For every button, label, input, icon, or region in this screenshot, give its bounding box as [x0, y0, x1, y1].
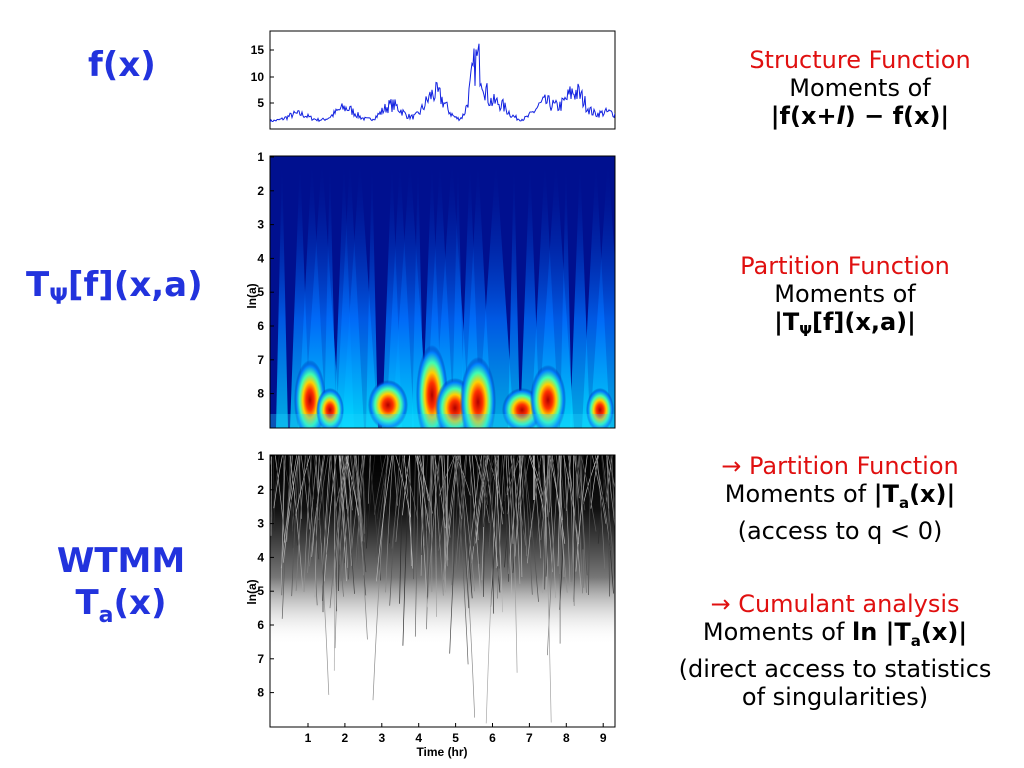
wtmm-ytick-2: 2 — [257, 483, 264, 497]
wtmm-skeleton — [270, 455, 615, 727]
wtmm-xtick-4: 4 — [415, 731, 422, 745]
cwt-ytick-7: 7 — [257, 353, 264, 367]
wtmm-xtick-7: 7 — [526, 731, 533, 745]
label-transform: TΨ[f](x,a) — [26, 268, 203, 309]
label-transform-T: T — [26, 265, 50, 305]
cumulant-line4: of singularities) — [741, 682, 929, 711]
wtmm-ytick-1: 1 — [257, 449, 264, 463]
arrow-icon: → — [721, 452, 742, 480]
cumulant-line2: Moments of ln |Ta(x)| — [702, 618, 968, 650]
signal-yticks: 15 10 5 — [251, 43, 274, 110]
structure-function-line2: Moments of — [789, 74, 931, 102]
partition-function-line2: Moments of — [774, 280, 916, 308]
cwt-ytick-6: 6 — [257, 319, 264, 333]
label-wtmm: WTMM Ta(x) — [56, 540, 186, 637]
label-transform-rest: [f](x,a) — [67, 265, 203, 305]
signal-plot-frame — [269, 30, 616, 130]
label-fx-text: f(x) — [88, 45, 156, 85]
wtmm-ytick-8: 8 — [257, 686, 264, 700]
wtmm-ytick-4: 4 — [257, 550, 264, 564]
label-fx: f(x) — [88, 48, 156, 82]
cwt-ytick-8: 8 — [257, 387, 264, 401]
partition-wtmm-block: → Partition Function Moments of |Ta(x)| … — [670, 452, 1010, 545]
partition-wtmm-line2: Moments of |Ta(x)| — [724, 480, 956, 512]
wtmm-xtick-3: 3 — [378, 731, 385, 745]
partition-function-block: Partition Function Moments of |TΨ[f](x,a… — [685, 252, 1005, 345]
signal-ytick-10: 10 — [251, 70, 265, 84]
cwt-heatmap — [270, 156, 615, 428]
cwt-ytick-4: 4 — [257, 251, 264, 265]
wtmm-xtick-8: 8 — [563, 731, 570, 745]
wtmm-xtick-5: 5 — [452, 731, 459, 745]
cumulant-block: → Cumulant analysis Moments of ln |Ta(x)… — [650, 590, 1020, 711]
cumulant-title: → Cumulant analysis — [710, 590, 960, 618]
cwt-ylabel: ln(a) — [245, 283, 259, 308]
signal-ytick-15: 15 — [251, 43, 265, 57]
wtmm-yticks: 1 2 3 4 5 6 7 8 — [257, 449, 274, 700]
wtmm-ytick-3: 3 — [257, 517, 264, 531]
label-wtmm-ta: Ta(x) — [75, 583, 167, 628]
signal-trace — [270, 43, 615, 123]
cwt-ytick-5: 5 — [257, 285, 264, 299]
wtmm-xticks: 1 2 3 4 5 6 7 8 9 — [305, 723, 607, 745]
wtmm-xtick-1: 1 — [305, 731, 312, 745]
partition-function-formula: |TΨ[f](x,a)| — [774, 308, 916, 340]
label-wtmm-title: WTMM — [56, 541, 186, 581]
label-transform-psi: Ψ — [49, 284, 68, 310]
partition-wtmm-line3: (access to q < 0) — [737, 516, 943, 545]
wtmm-ytick-6: 6 — [257, 618, 264, 632]
cwt-yticks: 1 2 3 4 5 6 7 8 — [257, 150, 274, 401]
cumulant-line3: (direct access to statistics — [678, 654, 992, 683]
wtmm-ytick-5: 5 — [257, 584, 264, 598]
wtmm-xlabel: Time (hr) — [416, 745, 467, 759]
arrow-icon: → — [710, 590, 731, 618]
wtmm-ytick-7: 7 — [257, 652, 264, 666]
wtmm-xtick-6: 6 — [489, 731, 496, 745]
wtmm-ylabel: ln(a) — [245, 579, 259, 604]
structure-function-block: Structure Function Moments of |f(x+l) − … — [700, 46, 1020, 130]
partition-wtmm-title: → Partition Function — [721, 452, 959, 480]
structure-function-title: Structure Function — [749, 46, 971, 74]
wtmm-xtick-2: 2 — [342, 731, 349, 745]
structure-function-formula: |f(x+l) − f(x)| — [770, 102, 950, 130]
wtmm-xtick-9: 9 — [600, 731, 607, 745]
signal-ytick-5: 5 — [257, 96, 264, 110]
partition-function-title: Partition Function — [740, 252, 950, 280]
cwt-ytick-2: 2 — [257, 184, 264, 198]
cwt-ytick-1: 1 — [257, 150, 264, 164]
cwt-ytick-3: 3 — [257, 218, 264, 232]
